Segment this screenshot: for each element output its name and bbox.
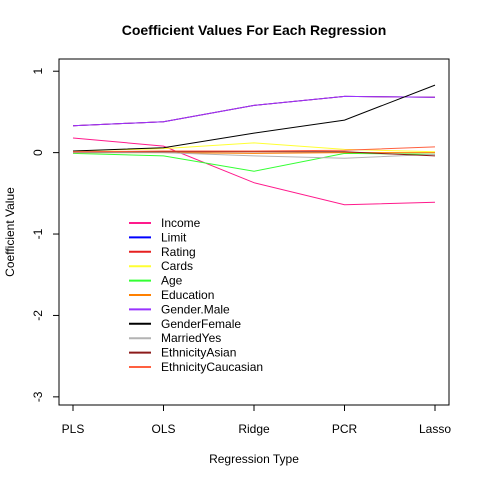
y-axis-label: Coefficient Value xyxy=(3,187,17,277)
plot-frame xyxy=(58,58,450,406)
x-tick-label-ridge: Ridge xyxy=(238,422,270,436)
series-line-genderfemale xyxy=(72,84,436,152)
series-line-rating xyxy=(72,95,436,127)
y-tick-label: -3 xyxy=(31,391,45,402)
y-axis: 1 0 -1 -2 -3 xyxy=(31,68,59,402)
series-line-income xyxy=(72,137,436,206)
legend-label-ethnicitycaucasian: EthnicityCaucasian xyxy=(161,360,263,374)
legend-label-genderfemale: GenderFemale xyxy=(161,317,241,331)
legend-label-cards: Cards xyxy=(161,259,193,273)
series-line-ethnicitycaucasian xyxy=(72,146,436,153)
legend: IncomeLimitRatingCardsAgeEducationGender… xyxy=(129,216,263,374)
x-tick-label-ols: OLS xyxy=(151,422,175,436)
legend-label-ethnicityasian: EthnicityAsian xyxy=(161,346,236,360)
series-lines xyxy=(72,84,436,206)
y-tick-label: -1 xyxy=(31,228,45,239)
series-line-cards xyxy=(72,142,436,153)
legend-label-gender-male: Gender.Male xyxy=(161,302,230,316)
legend-label-age: Age xyxy=(161,274,183,288)
y-tick-label: -2 xyxy=(31,310,45,321)
x-tick-label-pcr: PCR xyxy=(332,422,358,436)
chart-title: Coefficient Values For Each Regression xyxy=(122,22,387,38)
x-axis: PLS OLS Ridge PCR Lasso xyxy=(62,405,451,436)
series-line-gender-male xyxy=(72,95,436,127)
x-tick-label-pls: PLS xyxy=(62,422,85,436)
series-line-age xyxy=(72,152,436,172)
legend-label-marriedyes: MarriedYes xyxy=(161,331,221,345)
legend-label-rating: Rating xyxy=(161,245,196,259)
legend-label-limit: Limit xyxy=(161,230,187,244)
series-line-limit xyxy=(72,95,436,127)
x-tick-label-lasso: Lasso xyxy=(419,422,451,436)
legend-label-income: Income xyxy=(161,216,201,230)
y-tick-label: 0 xyxy=(31,149,45,156)
series-line-ethnicityasian xyxy=(73,151,436,157)
x-axis-label: Regression Type xyxy=(209,452,299,466)
series-line-marriedyes xyxy=(73,152,436,159)
y-tick-label: 1 xyxy=(31,68,45,75)
legend-label-education: Education xyxy=(161,288,214,302)
